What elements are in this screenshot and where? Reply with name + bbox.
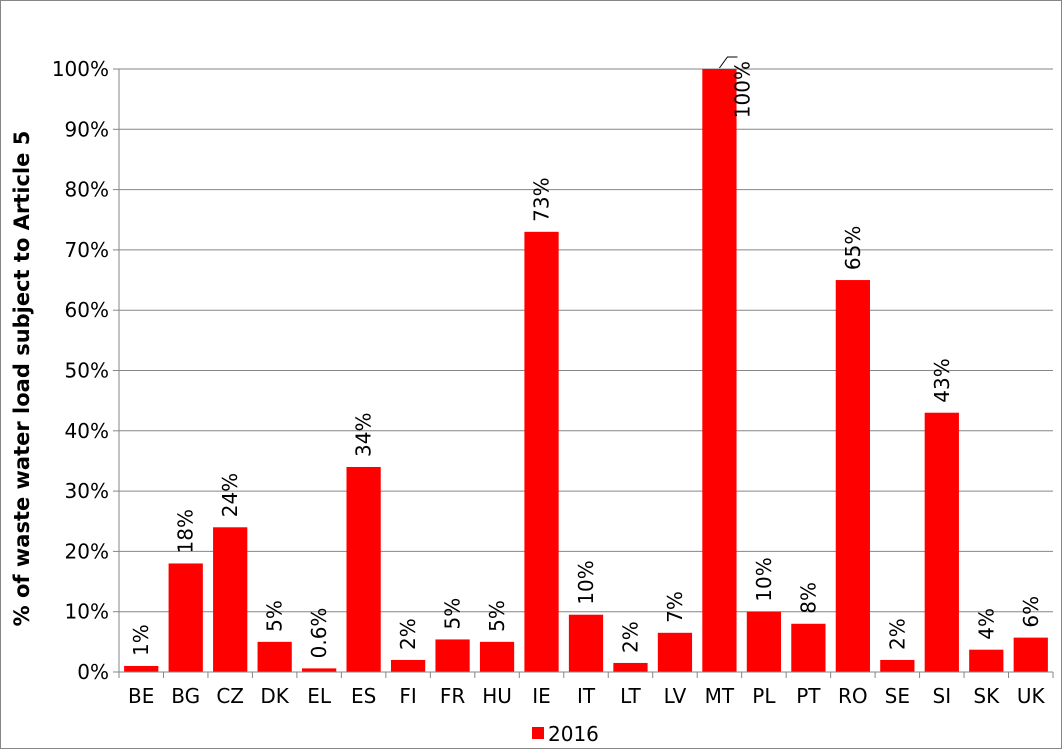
x-tick-label-it: IT bbox=[577, 684, 596, 708]
data-label-el: 0.6% bbox=[307, 608, 331, 659]
data-label-pl: 10% bbox=[752, 557, 776, 601]
data-label-fr: 5% bbox=[441, 598, 465, 630]
y-tick-label: 30% bbox=[65, 479, 109, 503]
bar-uk bbox=[1013, 637, 1048, 672]
data-label-lt: 2% bbox=[618, 621, 642, 653]
y-tick-label: 0% bbox=[77, 660, 109, 684]
y-tick-label: 90% bbox=[65, 117, 109, 141]
x-tick-label-mt: MT bbox=[705, 684, 735, 708]
bars bbox=[124, 69, 1048, 672]
x-tick-label-dk: DK bbox=[260, 684, 289, 708]
bar-es bbox=[346, 466, 381, 672]
bar-hu bbox=[479, 641, 515, 672]
data-label-pt: 8% bbox=[796, 582, 820, 614]
data-label-cz: 24% bbox=[218, 473, 242, 517]
x-tick-label-fi: FI bbox=[399, 684, 416, 708]
data-label-sk: 4% bbox=[974, 608, 998, 640]
data-label-uk: 6% bbox=[1019, 596, 1043, 628]
x-tick-label-sk: SK bbox=[973, 684, 1000, 708]
bar-el bbox=[302, 668, 337, 672]
x-tick-label-pl: PL bbox=[752, 684, 776, 708]
x-tick-label-ro: RO bbox=[838, 684, 868, 708]
x-axis: BE BG CZ DK EL ES FI FR HU IE IT LT LV MT PL PT RO SE SI SK… bbox=[118, 671, 1054, 708]
bar-be bbox=[124, 665, 159, 672]
bar-se bbox=[880, 659, 915, 672]
legend: 2016 bbox=[532, 722, 599, 746]
data-labels: 1% 18% 24% 5% 0.6% 34% 2% 5% 5% 73% 10% 2% 7% 100% 10%… bbox=[129, 56, 1043, 659]
data-label-se: 2% bbox=[885, 618, 909, 650]
x-tick-label-lt: LT bbox=[620, 684, 641, 708]
x-tick-label-ie: IE bbox=[532, 684, 551, 708]
x-tick-label-bg: BG bbox=[171, 684, 200, 708]
legend-label: 2016 bbox=[548, 722, 599, 746]
y-tick-label: 40% bbox=[65, 419, 109, 443]
x-tick-label-es: ES bbox=[351, 684, 376, 708]
data-label-si: 43% bbox=[930, 358, 954, 402]
x-tick-label-cz: CZ bbox=[216, 684, 244, 708]
gridlines bbox=[119, 68, 1053, 673]
data-label-it: 10% bbox=[574, 560, 598, 604]
data-label-es: 34% bbox=[352, 413, 376, 457]
x-tick-label-fr: FR bbox=[440, 684, 466, 708]
data-label-mt: 100% bbox=[730, 61, 754, 118]
bar-si bbox=[924, 412, 959, 672]
y-tick-label: 70% bbox=[65, 238, 109, 262]
bar-sk bbox=[969, 649, 1004, 672]
bar-fr bbox=[435, 639, 470, 672]
y-tick-label: 20% bbox=[65, 539, 109, 563]
y-axis-title: % of waste water load subject to Article… bbox=[10, 131, 34, 627]
legend-swatch bbox=[532, 727, 544, 739]
data-label-ie: 73% bbox=[530, 177, 554, 221]
y-tick-label: 10% bbox=[65, 600, 109, 624]
bar-lt bbox=[613, 662, 648, 672]
data-label-leader bbox=[719, 56, 738, 69]
bar-dk bbox=[257, 641, 292, 672]
bar-fi bbox=[390, 659, 426, 672]
x-tick-label-uk: UK bbox=[1017, 684, 1046, 708]
bar-bg bbox=[168, 563, 203, 672]
y-tick-label: 80% bbox=[65, 178, 109, 202]
x-tick-label-si: SI bbox=[933, 684, 952, 708]
x-tick-label-hu: HU bbox=[482, 684, 512, 708]
x-tick-label-lv: LV bbox=[664, 684, 687, 708]
bar-it bbox=[568, 614, 604, 672]
x-tick-label-se: SE bbox=[885, 684, 910, 708]
y-tick-label: 100% bbox=[52, 57, 109, 81]
data-label-fi: 2% bbox=[396, 618, 420, 650]
bar-ro bbox=[835, 280, 870, 672]
x-tick-label-be: BE bbox=[128, 684, 154, 708]
x-tick-label-el: EL bbox=[307, 684, 332, 708]
data-label-bg: 18% bbox=[174, 509, 198, 553]
bar-pl bbox=[746, 611, 782, 672]
data-label-lv: 7% bbox=[663, 591, 687, 623]
data-label-dk: 5% bbox=[263, 600, 287, 632]
y-tick-label: 60% bbox=[65, 298, 109, 322]
data-label-hu: 5% bbox=[485, 600, 509, 632]
bar-lv bbox=[657, 632, 693, 672]
bar-pt bbox=[791, 623, 826, 672]
y-axis: 0% 10% 20% 30% 40% 50% 60% 70% 80% 90% 100% bbox=[52, 57, 120, 684]
bar-cz bbox=[213, 527, 248, 672]
bar-ie bbox=[524, 231, 559, 672]
y-tick-label: 50% bbox=[65, 359, 109, 383]
x-tick-label-pt: PT bbox=[796, 684, 821, 708]
data-label-be: 1% bbox=[129, 624, 153, 656]
data-label-ro: 65% bbox=[841, 226, 865, 270]
bar-mt bbox=[702, 69, 737, 672]
